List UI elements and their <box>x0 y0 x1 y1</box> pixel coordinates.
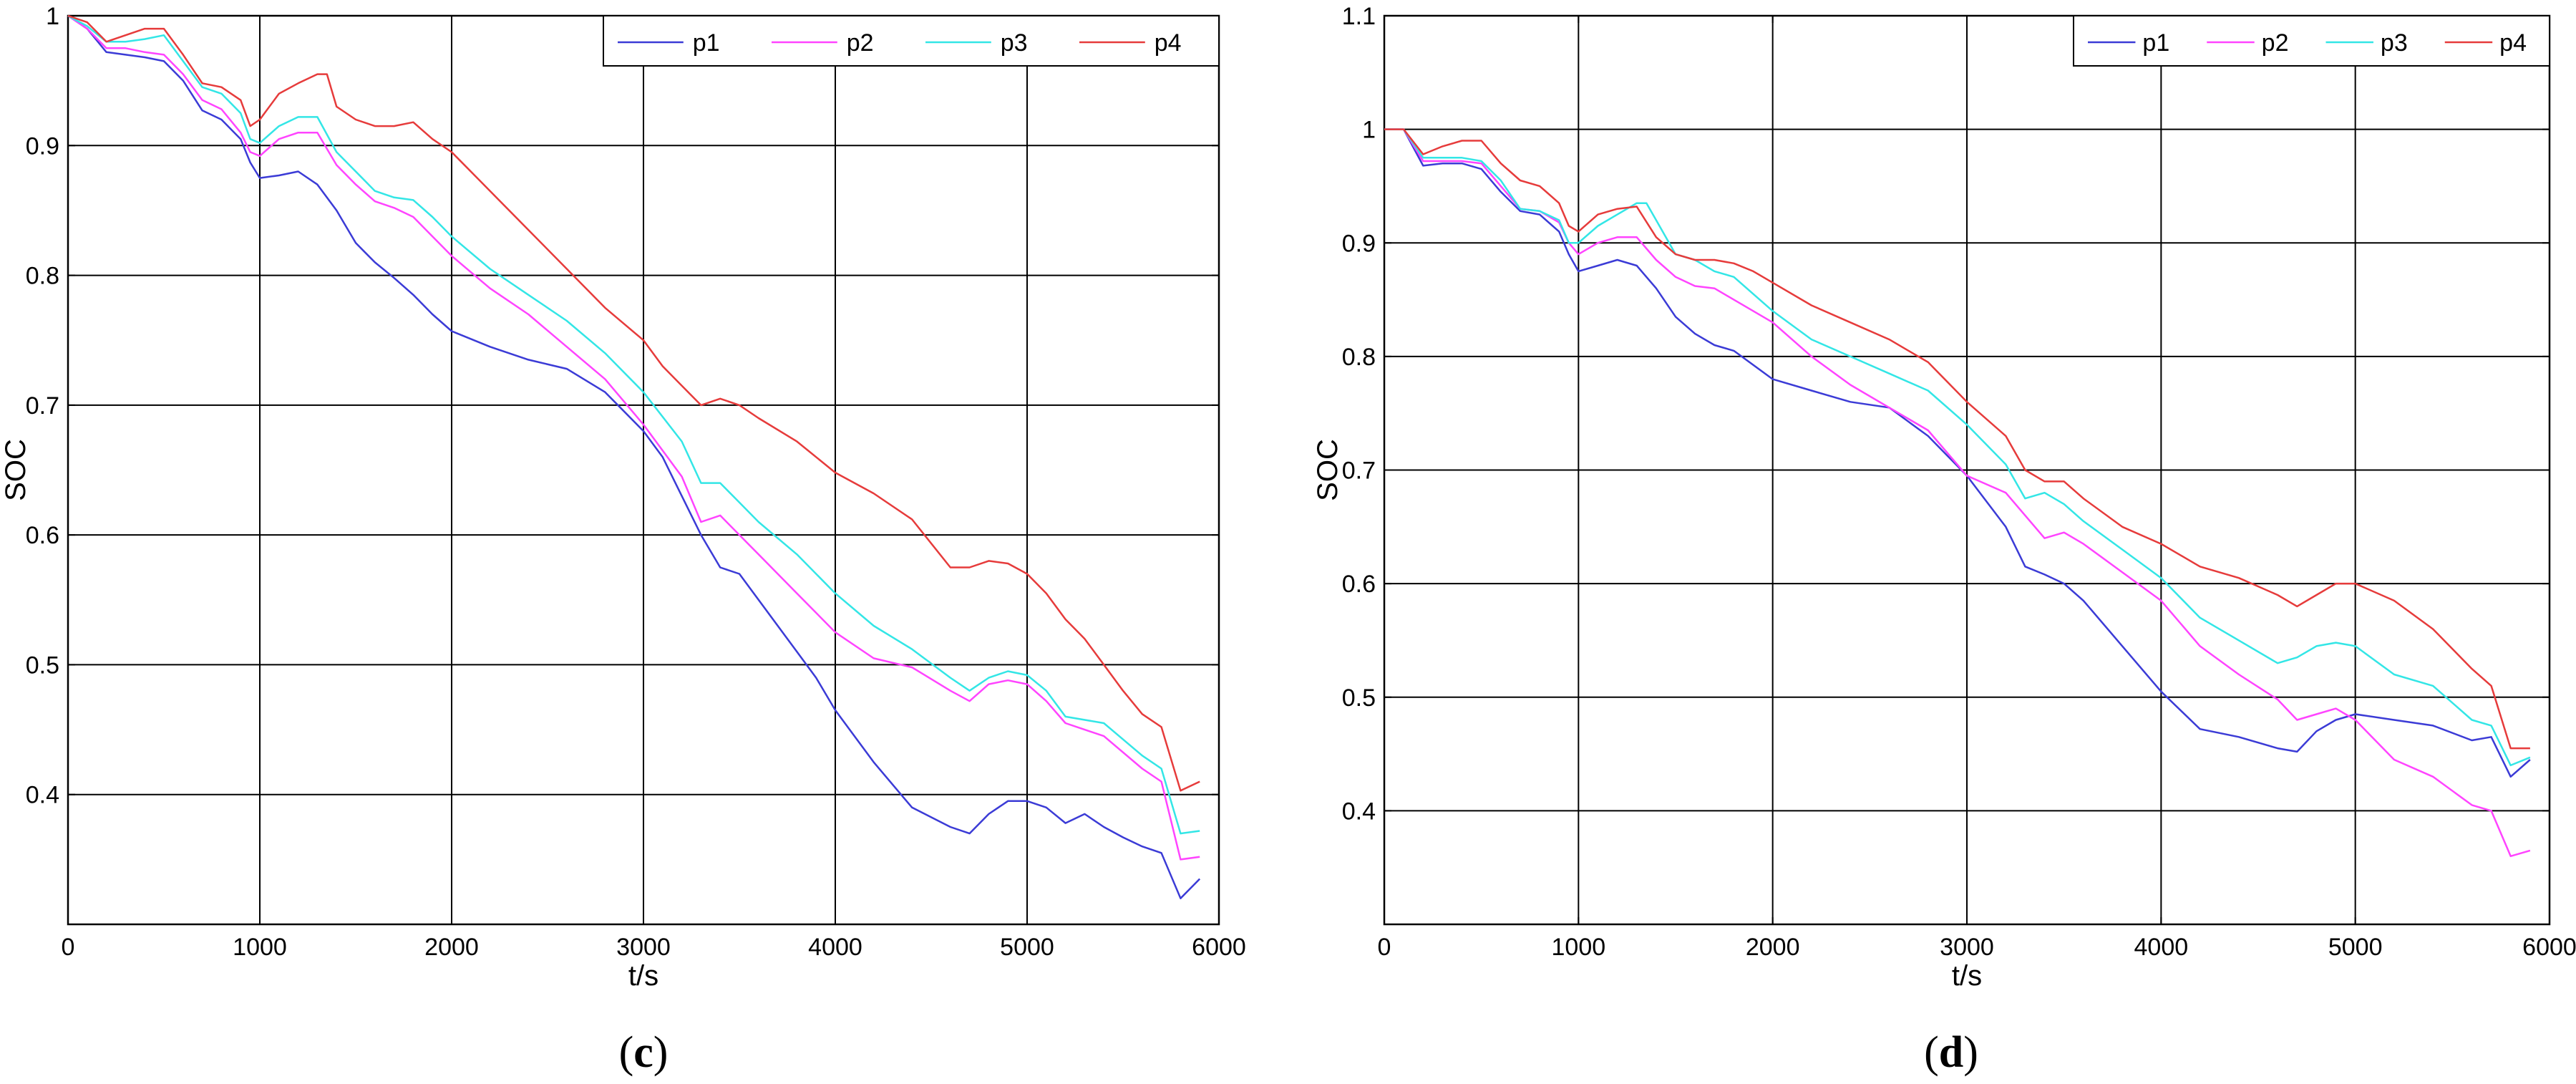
y-tick-label: 0.4 <box>1342 798 1376 825</box>
y-tick-label: 1 <box>1362 117 1376 144</box>
y-axis-label: SOC <box>0 439 31 501</box>
series-line-p3 <box>67 14 1200 835</box>
legend-label-p1: p1 <box>2142 29 2169 57</box>
x-axis-label: t/s <box>1952 960 1982 992</box>
x-tick-label: 2000 <box>1746 934 1800 961</box>
y-tick-label: 0.7 <box>1342 458 1376 485</box>
x-tick-label: 0 <box>62 934 75 961</box>
y-tick-label: 1.1 <box>1342 3 1376 30</box>
legend-label-p2: p2 <box>847 29 874 57</box>
x-tick-label: 5000 <box>1000 934 1054 961</box>
y-tick-label: 0.4 <box>26 782 59 809</box>
series-line-p2 <box>67 14 1200 861</box>
x-tick-label: 6000 <box>2522 934 2576 961</box>
y-tick-label: 1 <box>46 3 59 30</box>
legend-label-p2: p2 <box>2262 29 2289 57</box>
panel-caption: (c) <box>619 1028 669 1077</box>
y-tick-label: 0.8 <box>1342 344 1376 371</box>
y-tick-label: 0.5 <box>26 652 59 679</box>
x-tick-label: 5000 <box>2328 934 2383 961</box>
legend-box <box>603 15 1220 67</box>
y-tick-label: 0.7 <box>26 392 59 420</box>
y-tick-label: 0.9 <box>1342 230 1376 257</box>
panel-caption: (d) <box>1924 1028 1978 1077</box>
legend-box <box>2073 15 2550 67</box>
x-tick-label: 1000 <box>1552 934 1606 961</box>
y-tick-label: 0.8 <box>26 263 59 290</box>
y-tick-label: 0.5 <box>1342 684 1376 712</box>
y-axis-label: SOC <box>1312 439 1343 501</box>
series-line-p1 <box>67 14 1201 899</box>
legend-label-p4: p4 <box>2499 29 2527 57</box>
x-tick-label: 0 <box>1378 934 1391 961</box>
series-line-p4 <box>1384 128 2530 750</box>
legend-label-p3: p3 <box>2381 29 2408 57</box>
x-tick-label: 3000 <box>616 934 671 961</box>
y-tick-label: 0.9 <box>26 132 59 160</box>
legend: p1 p2 p3 p4 <box>603 15 1220 67</box>
legend-label-p1: p1 <box>693 29 720 57</box>
legend-label-p3: p3 <box>1001 29 1028 57</box>
y-tick-label: 0.6 <box>1342 571 1376 598</box>
x-tick-label: 2000 <box>424 934 479 961</box>
x-tick-label: 4000 <box>808 934 862 961</box>
legend: p1 p2 p3 p4 <box>2073 15 2550 67</box>
chart-d: 0 1000 2000 3000 4000 5000 6000 0.4 0.5 0.6 0.7 0.8… <box>1312 3 2576 1077</box>
x-tick-label: 1000 <box>233 934 287 961</box>
x-tick-label: 6000 <box>1192 934 1246 961</box>
y-tick-label: 0.6 <box>26 522 59 549</box>
chart-c: 0 1000 2000 3000 4000 5000 6000 0.4 0.5 0.6 0.7 0.8… <box>0 3 1246 1077</box>
x-axis-label: t/s <box>628 960 658 992</box>
x-tick-label: 4000 <box>2134 934 2189 961</box>
series-line-p3 <box>1384 128 2531 767</box>
series-line-p1 <box>1384 128 2531 778</box>
x-tick-label: 3000 <box>1940 934 1994 961</box>
legend-label-p4: p4 <box>1155 29 1182 57</box>
series-line-p4 <box>67 14 1200 792</box>
